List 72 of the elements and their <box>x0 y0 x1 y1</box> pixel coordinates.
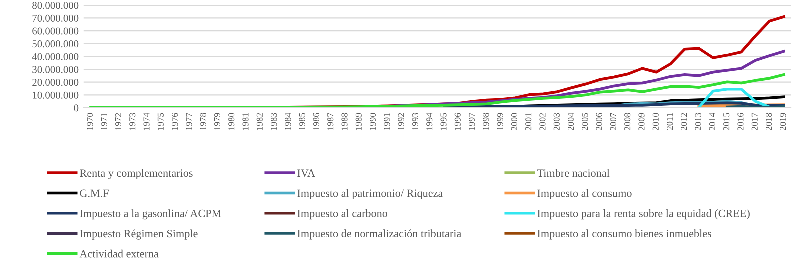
legend-label: Impuesto para la renta sobre la equidad (CREE) <box>538 210 750 220</box>
x-tick-label: 1977 <box>186 113 192 130</box>
x-tick-label: 1994 <box>426 113 433 130</box>
x-tick-label: 2015 <box>724 113 730 131</box>
x-tick-label: 2004 <box>568 113 574 131</box>
x-tick-label: 1991 <box>384 113 390 130</box>
legend-label: Impuesto a la gasonlina/ ACPM <box>80 210 222 220</box>
x-tick-label: 1984 <box>285 113 292 130</box>
x-tick-label: 2018 <box>766 113 772 131</box>
x-tick-label: 1982 <box>256 113 263 130</box>
x-tick-label: 1971 <box>101 113 108 130</box>
x-tick-label: 2002 <box>540 113 546 131</box>
x-tick-label: 2014 <box>709 113 716 131</box>
x-tick-label: 1980 <box>228 113 235 130</box>
y-tick-label: 20.000.000 <box>32 79 79 86</box>
x-tick-label: 1970 <box>87 113 94 130</box>
x-tick-label: 2019 <box>780 113 786 131</box>
x-tick-label: 1996 <box>454 113 461 130</box>
x-tick-label: 1997 <box>469 113 476 130</box>
x-tick-label: 2013 <box>695 113 702 131</box>
x-tick-label: 2017 <box>752 113 758 131</box>
x-tick-label: 1989 <box>356 113 362 130</box>
x-tick-label: 1985 <box>299 113 306 130</box>
x-tick-label: 1976 <box>172 113 178 130</box>
legend-label: Impuesto al patrimonio/ Riqueza <box>298 189 444 200</box>
x-tick-label: 2001 <box>526 113 532 131</box>
y-tick-label: 0 <box>74 104 79 112</box>
x-tick-label: 1992 <box>398 113 404 130</box>
y-tick-label: 60.000.000 <box>32 28 79 35</box>
x-tick-label: 2010 <box>652 113 659 131</box>
legend-label: G.M.F <box>80 190 109 198</box>
legend-label: Renta y complementarios <box>80 169 193 180</box>
x-tick-label: 1972 <box>115 113 122 130</box>
x-tick-label: 1979 <box>214 113 221 130</box>
legend-label: Impuesto Régimen Simple <box>80 230 198 240</box>
x-tick-label: 2012 <box>681 113 688 131</box>
x-tick-label: 2007 <box>610 113 616 131</box>
x-tick-label: 2005 <box>582 113 588 131</box>
x-tick-label: 1993 <box>412 113 418 130</box>
x-tick-label: 1974 <box>144 113 150 130</box>
x-tick-label: 1995 <box>440 113 447 130</box>
x-tick-label: 1973 <box>130 113 136 130</box>
y-tick-label: 40.000.000 <box>32 53 79 60</box>
x-tick-label: 1986 <box>313 113 320 130</box>
y-tick-label: 50.000.000 <box>32 40 79 48</box>
x-tick-label: 2006 <box>596 113 602 131</box>
x-tick-label: 1998 <box>483 113 490 130</box>
x-tick-label: 1978 <box>200 113 206 130</box>
x-tick-label: 1987 <box>328 113 334 130</box>
x-tick-label: 1988 <box>342 113 348 130</box>
x-tick-label: 2011 <box>666 113 674 130</box>
x-tick-label: 2009 <box>638 113 645 131</box>
x-tick-label: 2003 <box>554 113 560 131</box>
legend-label: Impuesto de normalización tributaria <box>298 230 462 240</box>
x-tick-label: 1981 <box>242 113 249 130</box>
legend-label: Impuesto al consumo <box>538 189 632 200</box>
x-tick-label: 1975 <box>158 113 164 130</box>
legend-label: Impuesto al consumo bienes inmuebles <box>538 230 712 240</box>
x-tick-label: 1990 <box>370 113 376 130</box>
y-tick-label: 10.000.000 <box>33 92 79 99</box>
x-tick-label: 1983 <box>270 113 278 130</box>
legend-label: Timbre nacional <box>537 169 610 178</box>
legend-label: Actividad externa <box>80 250 159 258</box>
y-tick-label: 30.000.000 <box>32 66 79 74</box>
y-tick-label: 70.000.000 <box>32 14 79 22</box>
x-tick-label: 1999 <box>497 113 504 130</box>
x-tick-label: 2000 <box>511 113 518 131</box>
x-tick-label: 2008 <box>624 113 631 131</box>
x-tick-label: 2016 <box>738 113 744 131</box>
legend-label: Impuesto al carbono <box>298 210 388 220</box>
y-tick-label: 80.000.000 <box>32 2 79 10</box>
legend-label: IVA <box>298 170 316 178</box>
